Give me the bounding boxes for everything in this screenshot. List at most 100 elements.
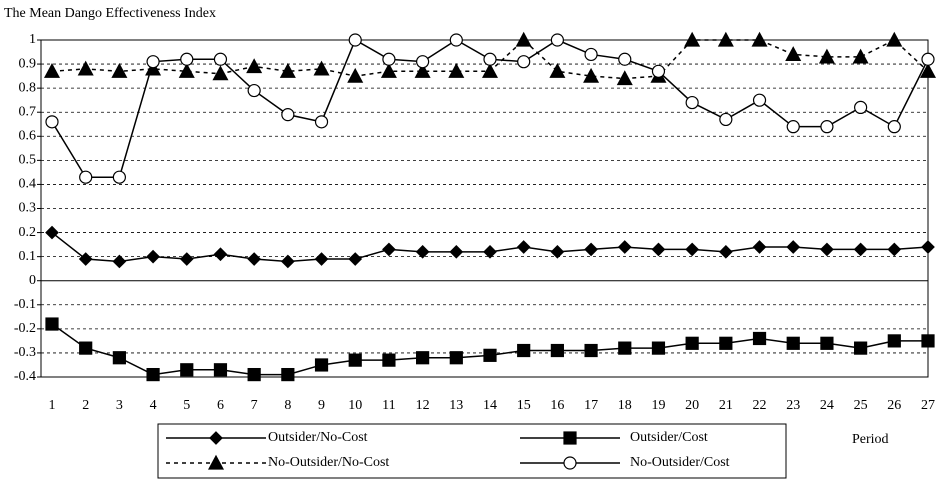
data-point <box>786 120 800 134</box>
y-tick-label: -0.2 <box>14 321 36 336</box>
data-point <box>247 83 261 98</box>
x-tick-label: 24 <box>820 398 834 413</box>
data-point <box>550 244 565 259</box>
data-point <box>348 33 362 47</box>
data-point <box>146 249 160 264</box>
data-point <box>416 351 430 365</box>
chart-title: The Mean Dango Effectiveness Index <box>4 6 216 21</box>
data-point <box>921 240 935 254</box>
y-tick-label: -0.4 <box>14 369 36 384</box>
data-point <box>146 55 160 69</box>
data-point <box>584 47 598 62</box>
data-point <box>786 240 801 254</box>
data-point <box>786 336 800 350</box>
data-point <box>887 242 902 257</box>
x-tick-label: 20 <box>685 398 699 413</box>
data-point <box>380 63 397 78</box>
data-point <box>685 336 699 350</box>
data-point <box>247 367 261 382</box>
data-point <box>719 336 733 350</box>
x-tick-label: 25 <box>854 398 868 413</box>
data-point <box>45 115 59 129</box>
x-tick-label: 26 <box>887 398 901 413</box>
data-point <box>449 33 463 47</box>
data-point <box>43 63 61 78</box>
y-tick-label: 0.9 <box>19 56 37 71</box>
data-point <box>752 93 767 107</box>
data-point <box>886 31 903 47</box>
data-point <box>414 63 431 78</box>
data-point <box>247 252 262 266</box>
x-tick-label: 10 <box>348 398 362 413</box>
y-tick-label: -0.1 <box>14 297 36 312</box>
x-tick-label: 14 <box>483 398 497 413</box>
data-point <box>820 120 834 134</box>
data-point <box>853 242 868 257</box>
legend-marker <box>207 454 225 470</box>
data-point <box>483 52 497 66</box>
data-point <box>887 334 901 348</box>
x-tick-label: 19 <box>651 398 665 413</box>
legend-marker <box>209 431 223 445</box>
data-point <box>281 367 295 382</box>
data-point <box>718 244 733 259</box>
data-point <box>583 67 600 83</box>
legend-label: Outsider/No-Cost <box>268 430 368 445</box>
y-tick-label: 0.5 <box>19 153 37 168</box>
data-point <box>382 52 396 66</box>
data-point <box>481 63 499 78</box>
data-point <box>415 244 430 259</box>
data-point <box>752 240 767 254</box>
data-point <box>112 254 127 269</box>
data-point <box>517 55 531 69</box>
y-tick-label: 0.1 <box>19 249 37 264</box>
data-point <box>112 351 126 365</box>
data-point <box>449 351 463 365</box>
data-point <box>382 353 396 367</box>
data-point <box>180 363 194 377</box>
data-point <box>852 48 869 64</box>
data-point <box>449 244 464 259</box>
legend-label: Outsider/Cost <box>630 430 708 445</box>
legend-marker <box>563 431 577 445</box>
x-tick-label: 18 <box>618 398 632 413</box>
data-point <box>516 240 531 254</box>
data-point <box>212 65 229 81</box>
x-tick-label: 13 <box>449 398 463 413</box>
data-point <box>549 63 566 78</box>
data-point <box>178 63 195 78</box>
x-tick-label: 11 <box>382 398 395 413</box>
y-tick-label: 0.3 <box>19 201 37 216</box>
plot-frame <box>40 39 929 378</box>
data-point <box>180 52 194 66</box>
x-tick-label: 4 <box>150 398 157 413</box>
data-point <box>246 58 263 74</box>
x-tick-label: 2 <box>82 398 89 413</box>
data-point <box>348 353 362 367</box>
data-point <box>618 341 632 355</box>
x-axis-label: Period <box>852 432 889 447</box>
data-point <box>448 63 465 78</box>
data-point <box>584 343 598 358</box>
legend-marker <box>563 456 577 470</box>
data-point <box>348 252 363 266</box>
data-point <box>179 252 194 266</box>
x-tick-label: 6 <box>217 398 224 413</box>
data-point <box>719 112 733 127</box>
data-point <box>854 341 868 355</box>
data-point <box>818 48 835 64</box>
x-tick-label: 12 <box>416 398 430 413</box>
x-tick-label: 27 <box>921 398 935 413</box>
data-point <box>685 95 699 110</box>
data-point <box>717 31 734 47</box>
data-point <box>280 254 295 269</box>
data-point <box>483 244 497 259</box>
x-tick-label: 3 <box>116 398 123 413</box>
y-tick-label: 0.2 <box>19 225 37 240</box>
x-tick-label: 17 <box>584 398 598 413</box>
legend-box <box>157 423 787 479</box>
data-point <box>416 55 430 69</box>
data-point <box>684 31 701 47</box>
x-tick-label: 22 <box>753 398 767 413</box>
data-point <box>785 46 802 62</box>
